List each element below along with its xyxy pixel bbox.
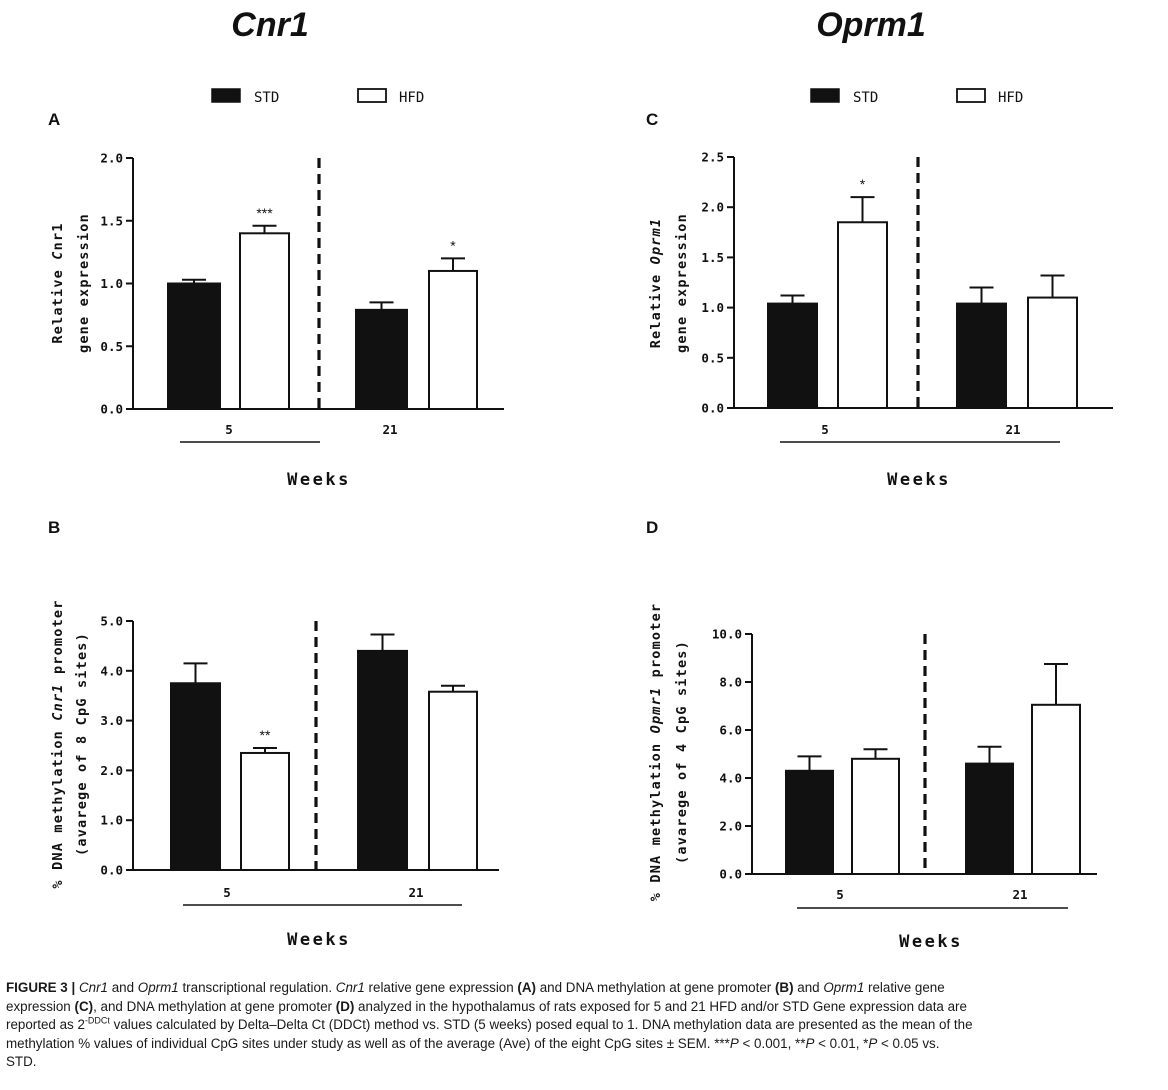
caption-line: STD. — [6, 1054, 37, 1070]
bar-std-5 — [767, 302, 818, 410]
bar-hfd-5 — [837, 221, 888, 409]
y-axis-title: % DNA methylation Cnr1 promoter — [50, 599, 66, 888]
group-label-21: 21 — [382, 422, 397, 437]
panel-d: D 0.0 2.0 4.0 6.0 8.0 10.0 % DNA methylation Op… — [646, 518, 1097, 952]
group-label-21: 21 — [408, 885, 423, 900]
caption-line: methylation % values of individual CpG s… — [6, 1035, 940, 1051]
panel-letter: C — [646, 110, 658, 129]
y-tick-label: 8.0 — [719, 675, 742, 690]
bar-std-5 — [785, 769, 834, 875]
y-tick-label: 0.0 — [701, 401, 724, 416]
y-tick-label: 10.0 — [712, 627, 742, 642]
y-axis-title: (avarege of 4 CpG sites) — [674, 640, 690, 864]
bar-std-5 — [170, 682, 221, 871]
caption-line: reported as 2-DDCt values calculated by … — [6, 1015, 973, 1033]
y-axis-title: (avarege of 8 CpG sites) — [74, 632, 90, 856]
y-tick-label: 6.0 — [719, 723, 742, 738]
y-tick-label: 0.0 — [100, 402, 123, 417]
x-axis-title: Weeks — [887, 470, 951, 490]
y-tick-label: 1.0 — [100, 813, 123, 828]
group-label-5: 5 — [836, 887, 844, 902]
y-tick-label: 0.0 — [100, 863, 123, 878]
panel-a: A 0.0 0.5 1.0 1.5 2.0 Relative Cnr1 gene expres… — [48, 110, 504, 490]
y-tick-label: 2.0 — [701, 200, 724, 215]
bar-std-21 — [357, 649, 408, 871]
y-tick-label: 2.0 — [100, 151, 123, 166]
legend-label-std: STD — [853, 90, 878, 106]
caption-line: expression (C), and DNA methylation at g… — [6, 998, 967, 1014]
bar-std-21 — [355, 308, 408, 411]
group-label-21: 21 — [1012, 887, 1027, 902]
group-label-5: 5 — [225, 422, 233, 437]
significance-marker: *** — [256, 205, 273, 221]
legend-2: STD HFD — [810, 88, 1023, 106]
y-tick-label: 5.0 — [100, 614, 123, 629]
column-title-2: Oprm1 — [816, 6, 926, 44]
y-tick-label: 4.0 — [100, 663, 123, 678]
y-tick-label: 0.5 — [701, 350, 724, 365]
legend-swatch-std — [211, 88, 241, 103]
bar-std-5 — [167, 282, 221, 410]
group-label-21: 21 — [1005, 422, 1020, 437]
y-tick-label: 1.0 — [701, 300, 724, 315]
y-tick-label: 3.0 — [100, 713, 123, 728]
y-axis-title: Relative Cnr1 — [50, 222, 66, 343]
significance-marker: * — [450, 237, 456, 253]
x-axis-title: Weeks — [287, 470, 351, 490]
y-tick-label: 0.5 — [100, 339, 123, 354]
bar-hfd-21 — [428, 690, 478, 871]
panel-c: C 0.0 0.5 1.0 1.5 2.0 2.5 Relative Oprm1 gene ex… — [646, 110, 1113, 490]
bar-std-21 — [965, 762, 1014, 875]
significance-marker: * — [860, 176, 866, 192]
bar-hfd-5 — [851, 757, 900, 875]
caption-line: FIGURE 3 | Cnr1 and Oprm1 transcriptiona… — [6, 980, 945, 995]
y-axis-title: Relative Oprm1 — [648, 218, 664, 349]
y-axis-title: gene expression — [76, 213, 92, 353]
y-tick-label: 2.5 — [701, 150, 724, 165]
panel-letter: B — [48, 518, 60, 537]
column-title-1: Cnr1 — [231, 6, 308, 44]
bar-hfd-5 — [239, 232, 290, 410]
panel-letter: A — [48, 110, 60, 129]
bar-hfd-21 — [428, 269, 478, 411]
legend-label-std: STD — [254, 90, 279, 106]
legend-swatch-hfd — [956, 88, 986, 103]
y-axis-title: gene expression — [674, 213, 690, 353]
group-label-5: 5 — [821, 422, 829, 437]
bar-hfd-5 — [240, 751, 290, 871]
y-tick-label: 4.0 — [719, 771, 742, 786]
legend-label-hfd: HFD — [998, 90, 1023, 106]
legend-swatch-std — [810, 88, 840, 103]
x-axis-title: Weeks — [287, 930, 351, 950]
panel-letter: D — [646, 518, 658, 537]
legend-swatch-hfd — [357, 88, 387, 103]
y-tick-label: 1.5 — [100, 213, 123, 228]
legend-label-hfd: HFD — [399, 90, 424, 106]
figure-caption: FIGURE 3 | Cnr1 and Oprm1 transcriptiona… — [6, 979, 1156, 1072]
significance-marker: ** — [260, 727, 271, 743]
bar-hfd-21 — [1027, 296, 1078, 409]
y-tick-label: 0.0 — [719, 867, 742, 882]
y-tick-label: 2.0 — [719, 819, 742, 834]
bar-hfd-21 — [1031, 703, 1081, 875]
y-tick-label: 2.0 — [100, 763, 123, 778]
figure-panels: Cnr1 STD HFD Oprm1 STD HFD A 0.0 0.5 1.0 1.5 2.0 Rel… — [48, 6, 1113, 952]
y-tick-label: 1.5 — [701, 250, 724, 265]
y-axis-title: % DNA methylation Opmr1 promoter — [648, 603, 664, 902]
legend-1: STD HFD — [211, 88, 424, 106]
bar-std-21 — [956, 302, 1007, 410]
group-label-5: 5 — [223, 885, 231, 900]
y-tick-label: 1.0 — [100, 276, 123, 291]
x-axis-title: Weeks — [899, 932, 963, 952]
panel-b: B 0.0 1.0 2.0 3.0 4.0 5.0 % DNA methylation Cnr… — [48, 518, 499, 950]
